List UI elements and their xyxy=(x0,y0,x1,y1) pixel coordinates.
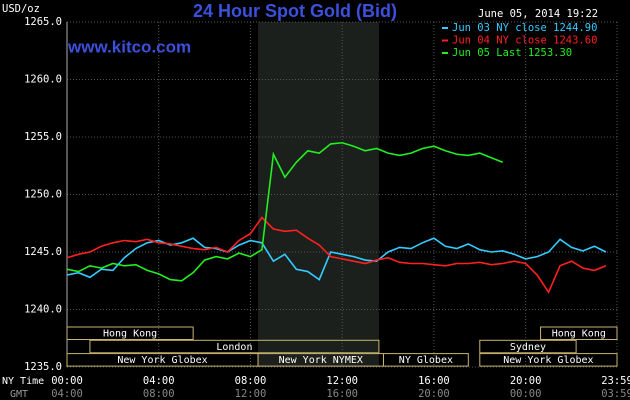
x-tick-label: 16:00 xyxy=(418,375,450,387)
session-label: Sydney xyxy=(510,342,546,353)
site-label: www.kitco.com xyxy=(67,37,191,56)
session-box xyxy=(89,339,380,354)
session-label: New York Globex xyxy=(503,355,593,366)
y-tick-label: 1245.0 xyxy=(24,246,62,258)
x-axis-label: NY Time xyxy=(2,376,44,387)
legend-label: Jun 04 NY close 1243.60 xyxy=(452,35,597,47)
series-line xyxy=(66,216,607,294)
chart-title: 24 Hour Spot Gold (Bid) xyxy=(193,1,397,21)
session-label: NY Globex xyxy=(399,355,453,366)
x-tick-label: 04:00 xyxy=(143,375,175,387)
series-line xyxy=(66,237,607,281)
y-tick-label: 1265.0 xyxy=(24,16,62,28)
x2-tick-label: 12:00 xyxy=(235,388,267,400)
x-tick-label: 08:00 xyxy=(235,375,267,387)
x-tick-label: 00:00 xyxy=(51,375,83,387)
y-tick-label: 1250.0 xyxy=(24,189,62,201)
session-label: London xyxy=(216,342,252,353)
session-box xyxy=(540,326,618,340)
x2-tick-label: 08:00 xyxy=(143,388,175,400)
legend-label: Jun 05 Last 1253.30 xyxy=(452,47,572,59)
y-tick-label: 1260.0 xyxy=(24,74,62,86)
shaded-range xyxy=(258,22,379,367)
series-line xyxy=(66,141,504,282)
session-label: New York Globex xyxy=(117,355,207,366)
session-box xyxy=(382,353,469,367)
x-tick-label: 23:59 xyxy=(601,375,630,387)
session-label: New York NYMEX xyxy=(279,355,363,366)
x-tick-label: 12:00 xyxy=(326,375,358,387)
x-tick-label: 20:00 xyxy=(510,375,542,387)
y-axis-label: USD/oz xyxy=(2,3,40,15)
session-box xyxy=(479,339,577,354)
x2-axis-label: GMT xyxy=(10,389,28,400)
x2-tick-label: 04:00 xyxy=(51,388,83,400)
timestamp: June 05, 2014 19:22 xyxy=(478,8,598,20)
session-box xyxy=(66,326,194,340)
y-tick-label: 1240.0 xyxy=(24,304,62,316)
x2-tick-label: 20:00 xyxy=(418,388,450,400)
session-box xyxy=(479,353,618,367)
session-label: Hong Kong xyxy=(103,329,157,340)
x2-tick-label: 16:00 xyxy=(326,388,358,400)
x2-tick-label: 00:00 xyxy=(510,388,542,400)
y-tick-label: 1255.0 xyxy=(24,131,62,143)
y-tick-label: 1235.0 xyxy=(24,361,62,373)
x2-tick-label: 03:59 xyxy=(601,388,630,400)
legend-label: Jun 03 NY close 1244.90 xyxy=(452,22,597,34)
session-label: Hong Kong xyxy=(552,329,606,340)
